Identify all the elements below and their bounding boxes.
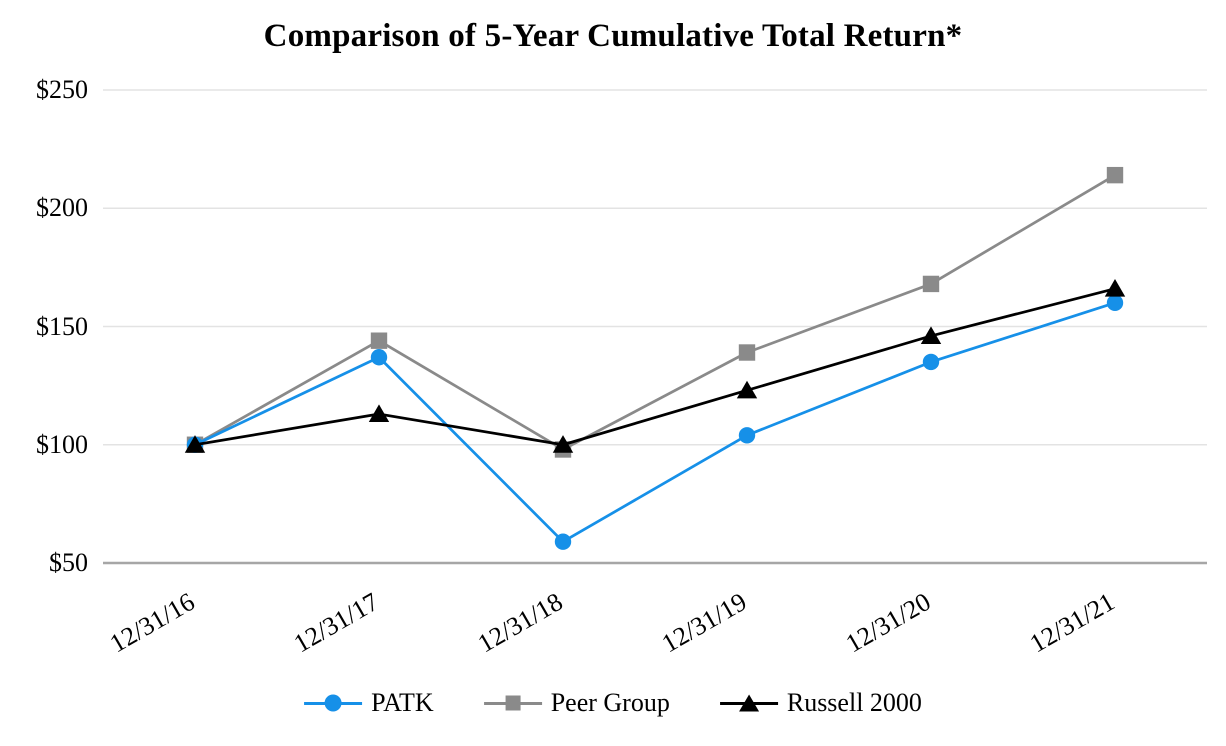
legend-item-russell-2000: Russell 2000 <box>719 687 922 719</box>
peer-group-marker-12/31/20 <box>922 275 940 293</box>
legend-line-peer-group <box>483 695 542 711</box>
peer-group-square-icon <box>505 695 521 711</box>
y-axis-tick-250: $250 <box>36 75 88 104</box>
patk-circle-icon <box>324 694 342 712</box>
legend-label-russell-2000: Russell 2000 <box>786 688 922 717</box>
russell-2000-marker-12/31/16 <box>184 435 206 453</box>
peer-group-marker-12/31/17 <box>370 332 388 349</box>
peer-group-line <box>193 173 1117 451</box>
patk-marker-12/31/18 <box>554 533 572 550</box>
legend-line-patk <box>304 694 363 712</box>
chart-legend: PATK Peer Group Russell 2000 <box>304 687 922 719</box>
legend-label-peer-group: Peer Group <box>550 688 670 717</box>
legend-line-russell-2000 <box>719 694 778 712</box>
russell-2000-marker-12/31/21 <box>1104 279 1126 297</box>
russell-2000-line <box>193 287 1117 447</box>
russell-2000-marker-12/31/17 <box>368 404 390 423</box>
patk-marker-12/31/21 <box>1106 294 1124 312</box>
y-axis-tick-200: $200 <box>36 193 88 223</box>
y-axis-tick-100: $100 <box>36 429 88 459</box>
russell-2000-marker-12/31/19 <box>736 380 758 399</box>
russell-2000-triangle-icon <box>738 694 759 712</box>
patk-line <box>193 301 1117 544</box>
chart-title: Comparison of 5-Year Cumulative Total Re… <box>263 18 963 54</box>
russell-2000-marker-12/31/18 <box>552 435 574 453</box>
peer-group-marker-12/31/21 <box>1106 166 1124 184</box>
patk-marker-12/31/17 <box>370 349 388 366</box>
y-axis-tick-150: $150 <box>36 311 88 341</box>
legend-label-patk: PATK <box>371 688 434 717</box>
patk-marker-12/31/20 <box>922 353 940 371</box>
peer-group-marker-12/31/19 <box>738 344 756 361</box>
y-axis-tick-50: $50 <box>49 548 88 577</box>
patk-marker-12/31/19 <box>738 427 756 444</box>
legend-item-peer-group: Peer Group <box>483 687 670 719</box>
legend-item-patk: PATK <box>304 687 434 719</box>
russell-2000-marker-12/31/20 <box>920 326 942 344</box>
